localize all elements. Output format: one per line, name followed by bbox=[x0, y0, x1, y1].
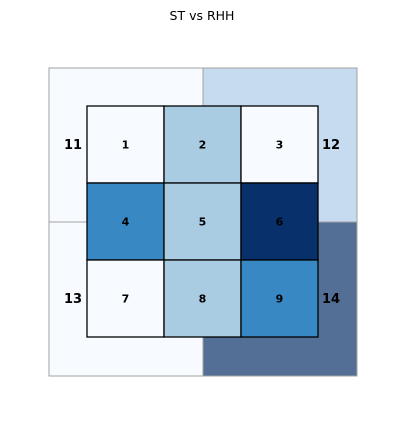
inner-zone-4 bbox=[86, 182, 165, 261]
inner-zone-label-4: 4 bbox=[122, 216, 130, 229]
outer-zone-label-12: 12 bbox=[322, 138, 340, 153]
outer-zone-label-11: 11 bbox=[64, 138, 82, 153]
inner-zone-label-8: 8 bbox=[199, 293, 207, 306]
outer-zone-label-14: 14 bbox=[322, 292, 340, 307]
inner-zone-6 bbox=[240, 182, 319, 261]
inner-zone-8 bbox=[163, 259, 242, 338]
inner-zone-2 bbox=[163, 105, 242, 184]
inner-zone-label-5: 5 bbox=[199, 216, 207, 229]
inner-zone-grid bbox=[86, 105, 319, 338]
inner-zone-label-1: 1 bbox=[122, 139, 130, 152]
chart-title: ST vs RHH bbox=[170, 8, 235, 23]
inner-zone-label-9: 9 bbox=[276, 293, 284, 306]
outer-zone-label-13: 13 bbox=[64, 292, 82, 307]
inner-zone-label-2: 2 bbox=[199, 139, 207, 152]
inner-zone-label-6: 6 bbox=[276, 216, 284, 229]
inner-zone-label-7: 7 bbox=[122, 293, 130, 306]
inner-zone-9 bbox=[240, 259, 319, 338]
inner-zone-label-3: 3 bbox=[276, 139, 284, 152]
